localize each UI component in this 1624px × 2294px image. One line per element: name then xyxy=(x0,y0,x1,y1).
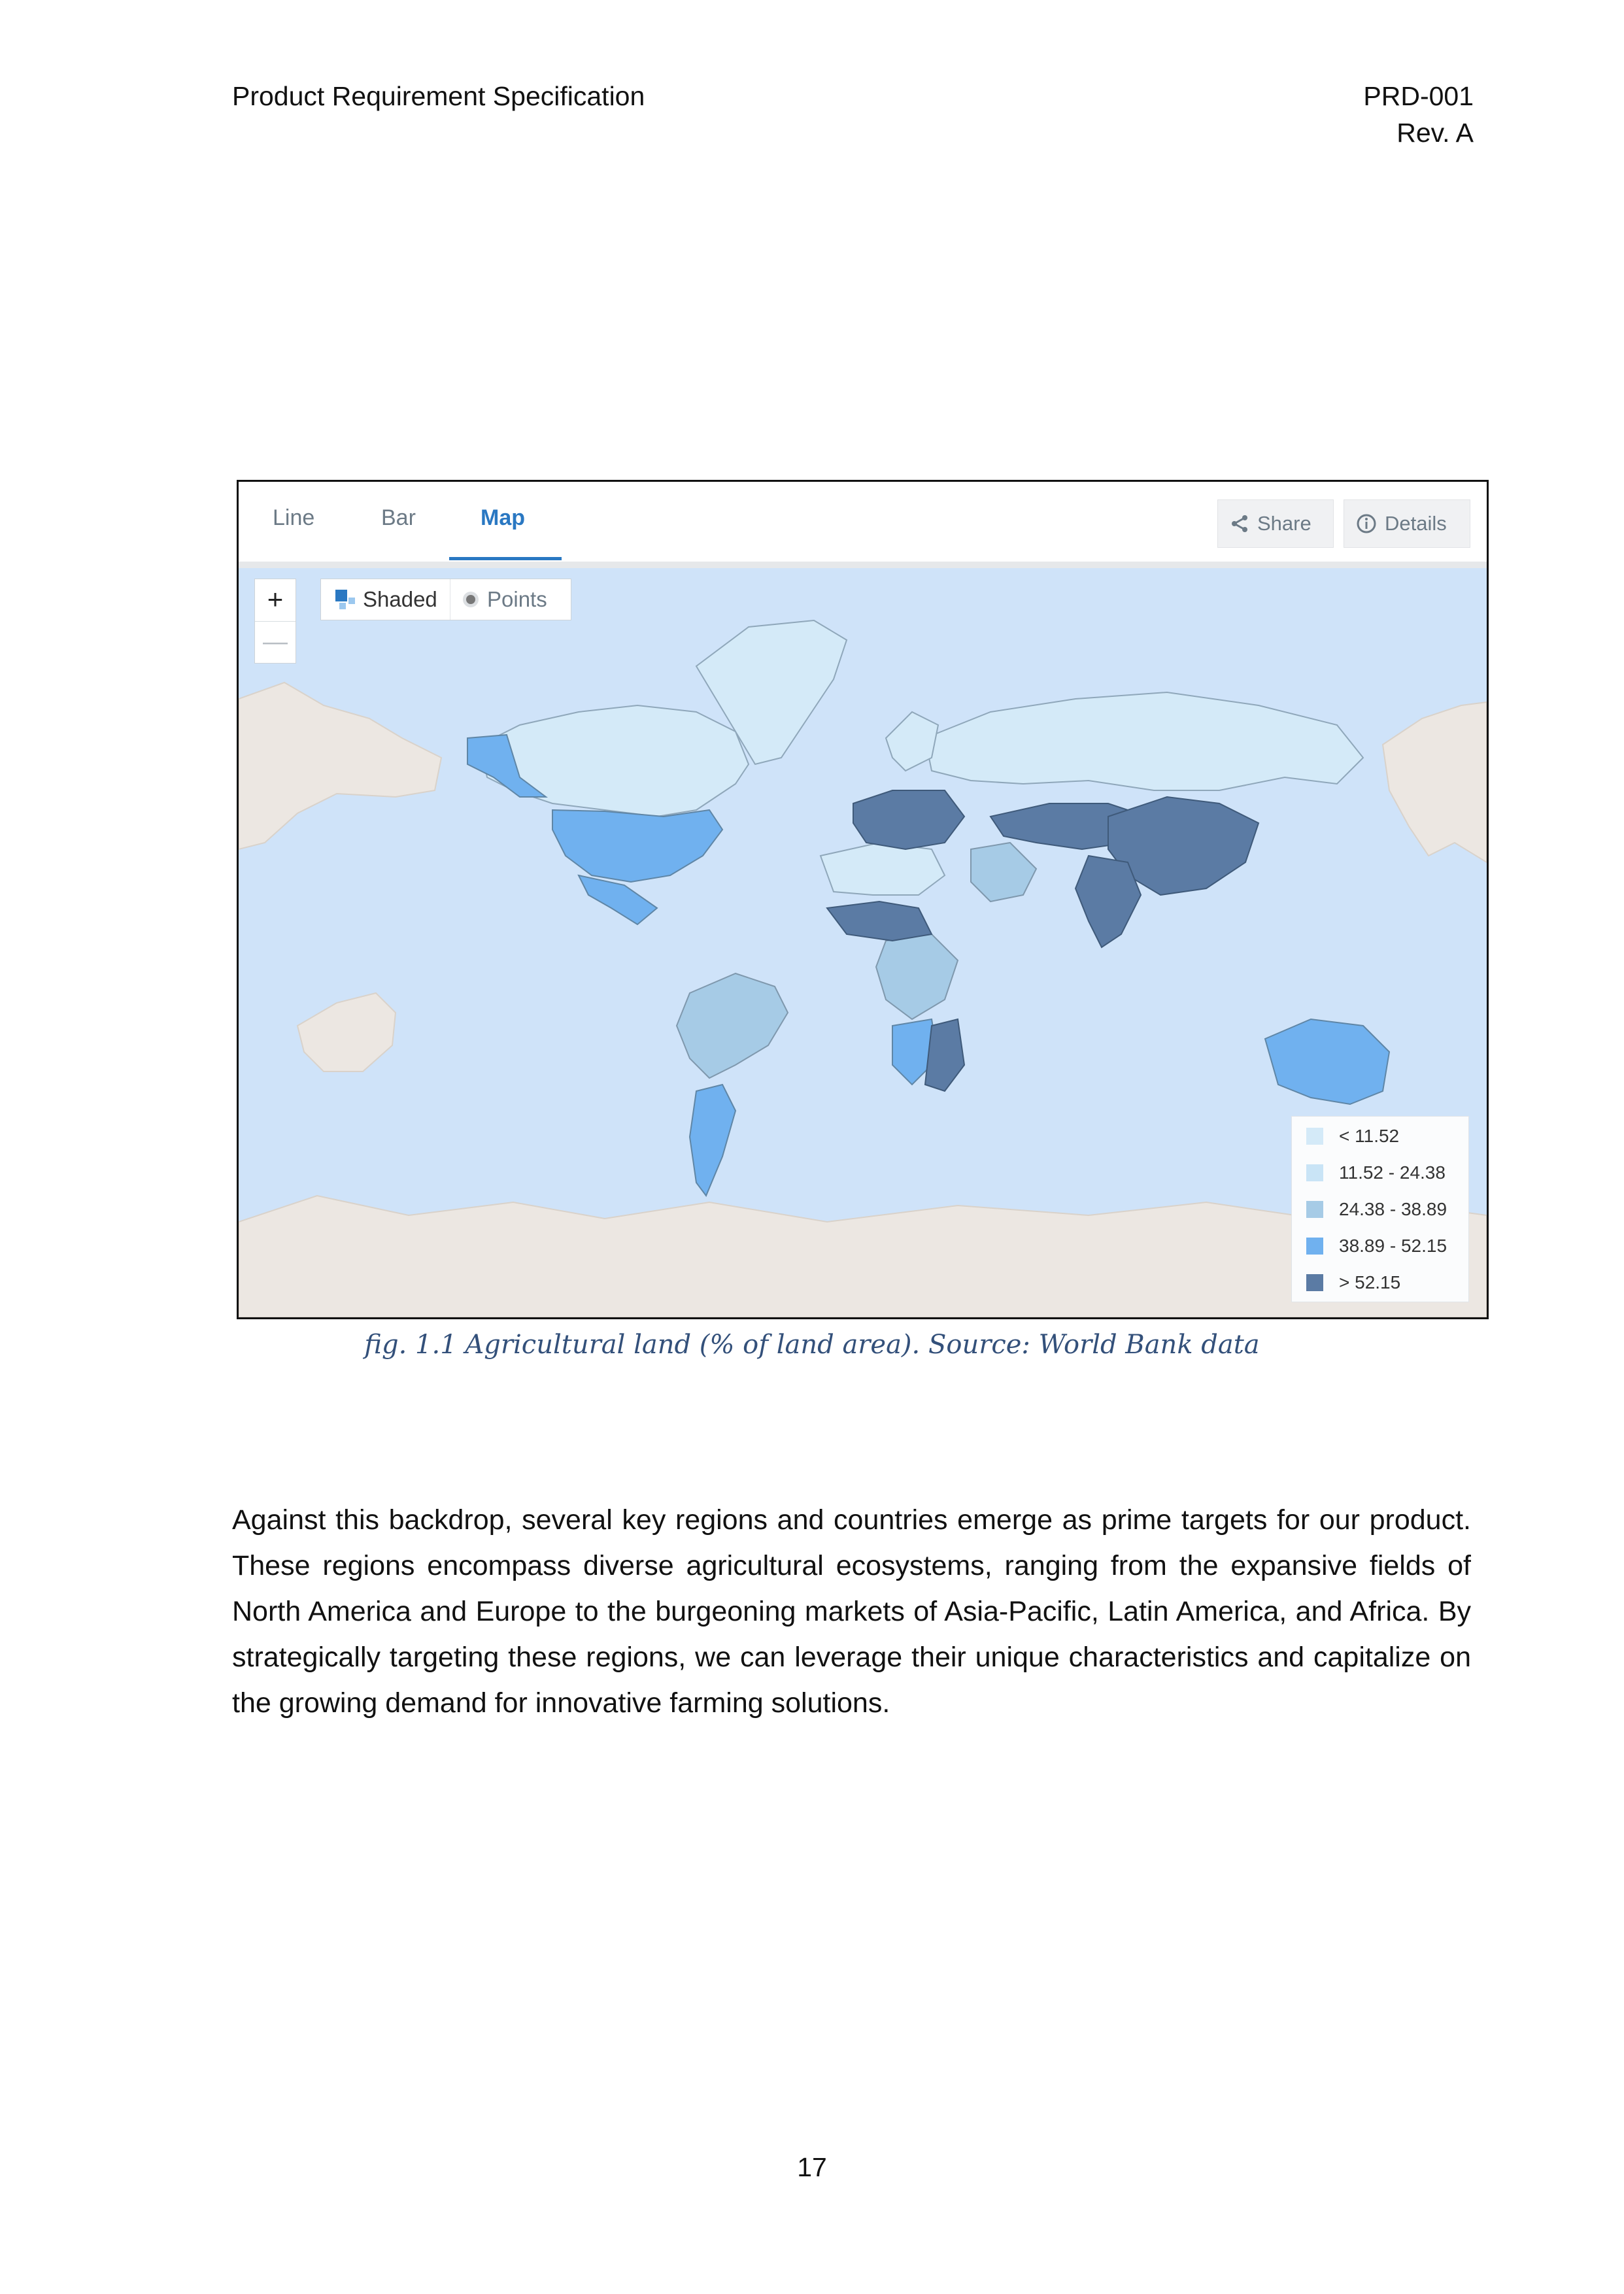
map-legend: < 11.52 11.52 - 24.38 24.38 - 38.89 38.8… xyxy=(1291,1116,1469,1302)
legend-item: 11.52 - 24.38 xyxy=(1306,1158,1446,1187)
legend-item: < 11.52 xyxy=(1306,1122,1399,1151)
header-doc-id: PRD-001 xyxy=(1363,81,1474,111)
figure-caption: fig. 1.1 Agricultural land (% of land ar… xyxy=(364,1330,1260,1360)
land-east-asia-left xyxy=(239,681,443,851)
shaded-icon xyxy=(335,590,355,609)
country-australia xyxy=(1264,1018,1391,1105)
country-mexico xyxy=(577,874,658,926)
country-scandinavia xyxy=(885,711,939,772)
country-middle-east xyxy=(970,841,1038,903)
country-alaska xyxy=(467,734,548,798)
legend-swatch xyxy=(1306,1201,1323,1218)
details-button[interactable]: Details xyxy=(1344,499,1470,548)
tab-bar-divider xyxy=(239,562,1487,568)
legend-swatch xyxy=(1306,1128,1323,1145)
land-east-asia-right xyxy=(1381,701,1487,864)
header-title: Product Requirement Specification xyxy=(232,81,645,111)
header-revision: Rev. A xyxy=(1396,118,1474,148)
country-brazil xyxy=(675,972,789,1079)
legend-swatch xyxy=(1306,1238,1323,1255)
mode-points-label: Points xyxy=(487,587,547,611)
country-india xyxy=(1074,854,1142,949)
tab-line[interactable]: Line xyxy=(273,505,315,530)
zoom-control: + — xyxy=(254,579,296,664)
legend-swatch xyxy=(1306,1164,1323,1181)
land-australia-left xyxy=(296,992,397,1072)
mode-shaded-option[interactable]: Shaded xyxy=(321,579,450,620)
legend-label: < 11.52 xyxy=(1339,1126,1400,1146)
chart-tab-bar: Line Bar Map Share Details xyxy=(239,482,1487,562)
legend-label: 38.89 - 52.15 xyxy=(1339,1236,1447,1256)
legend-item: 38.89 - 52.15 xyxy=(1306,1232,1447,1260)
legend-item: > 52.15 xyxy=(1306,1268,1400,1297)
tab-map[interactable]: Map xyxy=(481,505,525,530)
legend-swatch xyxy=(1306,1274,1323,1291)
active-tab-indicator xyxy=(449,557,562,560)
country-russia xyxy=(924,691,1364,791)
country-southeast-africa xyxy=(924,1018,966,1092)
zoom-in-button[interactable]: + xyxy=(255,579,296,622)
share-label: Share xyxy=(1257,512,1311,535)
mode-points-option[interactable]: Points xyxy=(450,587,547,612)
legend-label: > 52.15 xyxy=(1339,1272,1401,1292)
legend-label: 11.52 - 24.38 xyxy=(1339,1162,1446,1183)
country-central-africa xyxy=(875,933,959,1020)
points-icon xyxy=(463,592,479,607)
share-button[interactable]: Share xyxy=(1217,499,1334,548)
zoom-out-button[interactable]: — xyxy=(263,628,288,656)
country-usa xyxy=(552,809,724,883)
country-greenland xyxy=(695,619,848,766)
country-europe xyxy=(853,790,966,851)
page-number: 17 xyxy=(797,2152,827,2182)
mode-shaded-label: Shaded xyxy=(363,587,437,611)
country-argentina xyxy=(688,1083,737,1197)
country-canada xyxy=(479,704,750,818)
share-icon xyxy=(1232,515,1247,532)
map-mode-toggle: Shaded Points xyxy=(320,579,571,620)
legend-item: 24.38 - 38.89 xyxy=(1306,1195,1447,1224)
world-map[interactable]: + — Shaded Points < 11.52 xyxy=(239,568,1487,1317)
tab-bar[interactable]: Bar xyxy=(381,505,416,530)
map-figure: Line Bar Map Share Details xyxy=(237,480,1489,1319)
land-antarctica xyxy=(239,1194,1487,1317)
info-icon xyxy=(1357,514,1376,533)
body-paragraph: Against this backdrop, several key regio… xyxy=(232,1504,1471,1719)
country-sahel xyxy=(826,900,933,942)
country-north-africa xyxy=(819,841,946,896)
details-label: Details xyxy=(1385,512,1447,535)
world-map-canvas xyxy=(239,619,1487,1317)
legend-label: 24.38 - 38.89 xyxy=(1339,1199,1447,1219)
